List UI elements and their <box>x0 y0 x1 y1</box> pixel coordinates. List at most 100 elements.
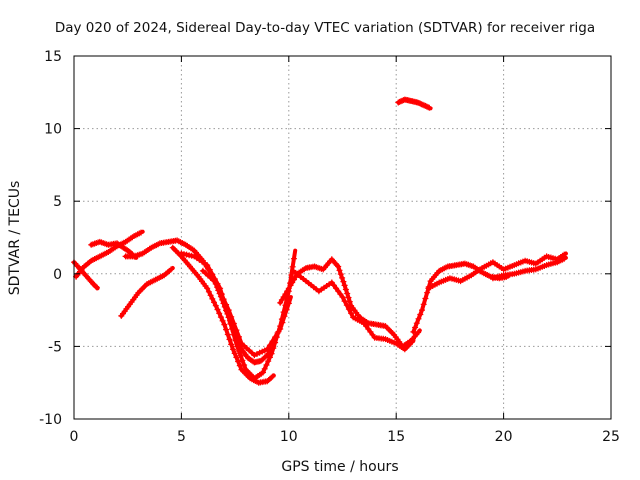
data-point <box>223 301 230 308</box>
data-point <box>209 271 216 278</box>
data-point <box>224 331 231 338</box>
data-point <box>340 278 347 285</box>
data-point <box>263 362 270 368</box>
data-point <box>235 358 242 365</box>
data-point <box>336 267 343 274</box>
data-point <box>344 290 351 297</box>
data-point <box>221 321 228 328</box>
series-arc-3 <box>88 238 139 260</box>
data-point <box>424 289 431 296</box>
data-point <box>236 348 242 354</box>
data-point <box>419 307 425 314</box>
data-point <box>207 292 214 299</box>
plot-frame <box>73 55 612 420</box>
data-point <box>209 295 216 302</box>
data-point <box>215 285 222 291</box>
x-tick-label: 10 <box>280 429 298 445</box>
x-tick-label: 5 <box>177 429 186 445</box>
data-point <box>266 354 273 361</box>
data-point <box>281 313 288 320</box>
data-point <box>217 290 224 297</box>
data-point <box>291 255 297 262</box>
data-point <box>217 314 224 321</box>
x-axis-label: GPS time / hours <box>281 459 398 475</box>
data-point <box>241 362 248 368</box>
data-point <box>268 374 275 381</box>
data-point <box>270 345 277 352</box>
data-point <box>228 313 235 320</box>
data-point <box>345 294 352 301</box>
x-tick-label: 20 <box>495 429 513 445</box>
data-point <box>269 338 276 345</box>
data-point <box>283 306 290 313</box>
data-point <box>206 266 213 273</box>
y-tick-label: 0 <box>53 267 62 283</box>
y-tick-label: 15 <box>44 49 62 65</box>
data-point <box>230 346 236 353</box>
data-point <box>225 307 232 314</box>
data-point <box>279 319 286 326</box>
series-arc-14 <box>489 255 568 282</box>
data-point <box>212 279 219 286</box>
series-arc-9 <box>277 256 422 350</box>
x-tick-label: 0 <box>70 429 79 445</box>
data-point <box>341 298 348 305</box>
data-point <box>205 288 212 295</box>
series-arc-4 <box>118 266 175 319</box>
data-point <box>232 337 239 344</box>
data-point <box>342 286 349 293</box>
series-arc-6 <box>169 244 276 386</box>
data-series <box>71 96 568 386</box>
data-point <box>413 320 420 327</box>
data-point <box>204 285 211 292</box>
data-point <box>234 343 241 350</box>
data-point <box>268 350 275 357</box>
y-tick-label: -5 <box>48 339 62 355</box>
data-point <box>231 350 238 357</box>
series-arc-13 <box>425 251 568 292</box>
x-tick-label: 15 <box>387 429 405 445</box>
data-point <box>92 283 99 290</box>
y-tick-label: -10 <box>39 412 62 428</box>
data-point <box>348 310 355 317</box>
data-point <box>214 306 221 313</box>
series-arc-10 <box>290 267 416 353</box>
data-point <box>561 255 568 262</box>
y-tick-label: 10 <box>44 122 62 138</box>
data-point <box>226 336 233 343</box>
data-point <box>422 295 429 302</box>
data-point <box>230 320 237 327</box>
data-point <box>272 334 279 341</box>
data-point <box>168 266 175 273</box>
data-point <box>204 262 211 269</box>
data-point <box>420 301 427 308</box>
data-point <box>216 310 223 317</box>
data-point <box>265 358 272 365</box>
chart-title: Day 020 of 2024, Sidereal Day-to-day VTE… <box>55 20 595 36</box>
data-point <box>212 302 219 309</box>
data-point <box>266 342 273 349</box>
data-point <box>410 328 417 335</box>
series-arc-11 <box>395 96 433 111</box>
data-point <box>343 302 350 309</box>
data-point <box>219 317 226 324</box>
data-point <box>285 300 292 307</box>
y-axis-label: SDTVAR / TECUs <box>7 181 23 296</box>
data-point <box>335 263 342 270</box>
data-point <box>408 339 415 346</box>
axis-ticks: 0 5 10 15 20 25 -10 -5 0 5 10 15 <box>39 49 620 445</box>
data-point <box>230 331 237 338</box>
data-point <box>260 369 266 376</box>
data-point <box>220 296 227 303</box>
data-point <box>211 299 217 306</box>
data-point <box>277 326 284 332</box>
data-point <box>223 326 230 333</box>
data-point <box>233 327 240 334</box>
series-arc-12 <box>410 260 510 335</box>
data-point <box>138 229 144 236</box>
data-point <box>236 333 242 340</box>
data-point <box>228 341 235 348</box>
series-arc-5 <box>122 237 276 366</box>
data-point <box>237 352 244 359</box>
